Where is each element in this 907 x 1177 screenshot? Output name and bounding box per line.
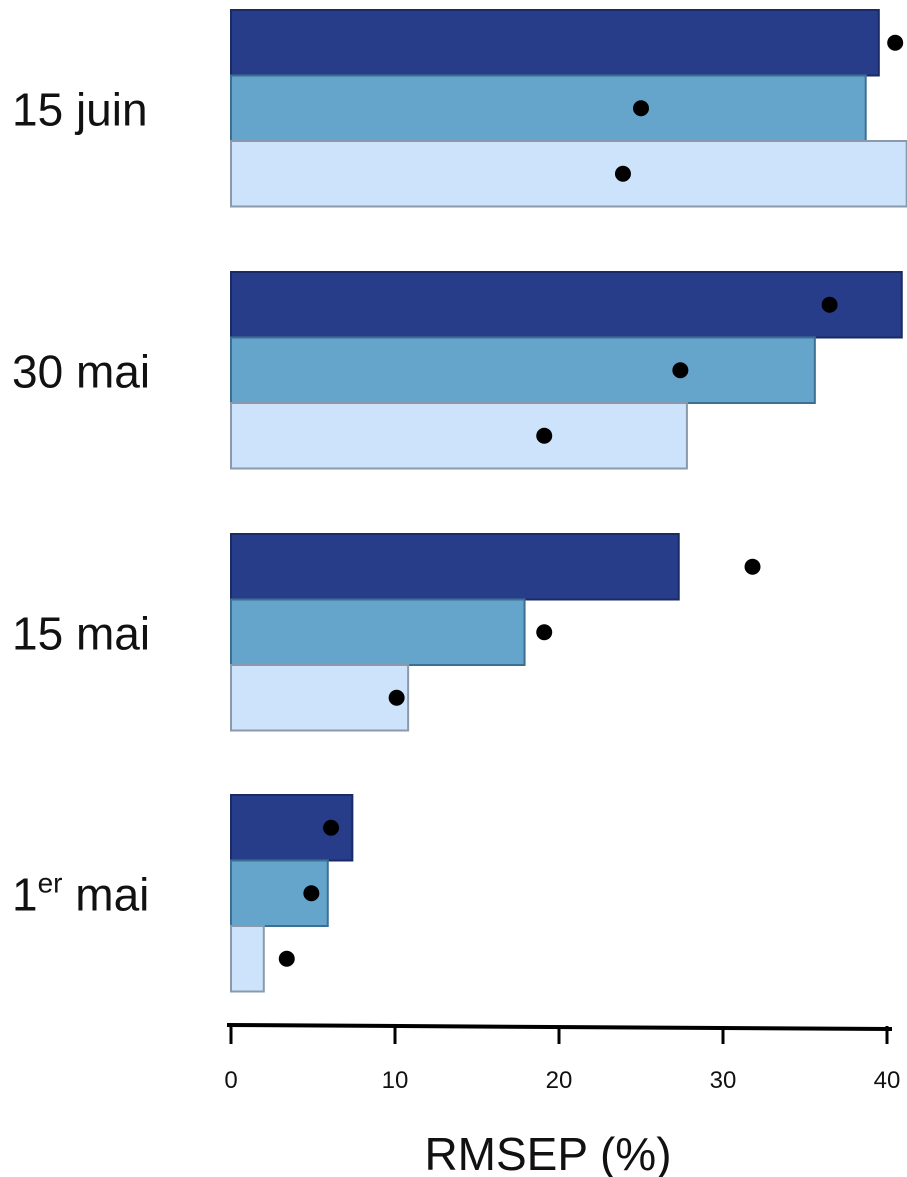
category-labels: 15 juin 30 mai 15 mai 1er mai (12, 83, 150, 920)
x-axis: 0 10 20 30 40 (224, 1023, 901, 1094)
point-3-0 (323, 819, 340, 836)
category-label-3: 1er mai (12, 867, 149, 920)
x-tick-label-2: 20 (546, 1067, 573, 1094)
category-label-0: 15 juin (12, 83, 148, 135)
point-3-2 (278, 950, 295, 967)
category-label-1: 30 mai (12, 345, 150, 397)
bars-layer (230, 9, 907, 993)
point-2-0 (744, 558, 761, 575)
bar-1-2 (230, 402, 688, 470)
point-0-2 (614, 165, 631, 182)
x-tick-label-4: 40 (874, 1067, 901, 1094)
point-0-0 (887, 34, 904, 51)
point-3-1 (303, 885, 320, 902)
bar-2-0 (230, 533, 680, 601)
bar-2-1 (230, 598, 526, 666)
point-2-2 (388, 689, 405, 706)
point-1-2 (536, 427, 553, 444)
point-0-1 (633, 100, 649, 117)
x-tick-label-0: 0 (224, 1067, 237, 1094)
point-2-1 (536, 624, 553, 641)
x-axis-title: RMSEP (%) (424, 1128, 671, 1177)
bar-1-0 (230, 271, 903, 339)
category-label-2: 15 mai (12, 607, 150, 659)
point-1-0 (821, 296, 838, 313)
point-1-1 (672, 362, 689, 379)
x-tick-label-3: 30 (710, 1067, 737, 1094)
x-tick-label-1: 10 (382, 1067, 409, 1094)
bar-0-2 (230, 140, 907, 208)
bar-3-2 (230, 925, 265, 993)
bar-2-2 (230, 664, 410, 732)
bar-0-1 (230, 74, 867, 142)
bar-0-0 (230, 9, 880, 77)
points-layer (278, 34, 904, 967)
bar-1-1 (230, 336, 816, 404)
